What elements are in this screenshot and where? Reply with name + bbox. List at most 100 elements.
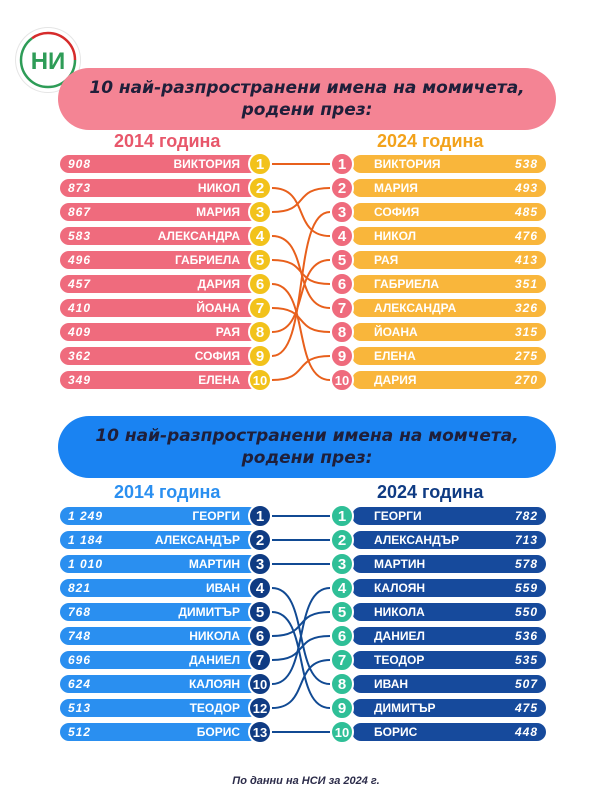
girls-right-name: ВИКТОРИЯ <box>374 157 441 171</box>
girls-left-name: МАРИЯ <box>196 205 240 219</box>
girls-left-rank-badge: 8 <box>248 320 272 344</box>
boys-right-count: 578 <box>514 557 538 571</box>
girls-left-name: НИКОЛ <box>197 181 240 195</box>
boys-right-name: ИВАН <box>374 677 409 691</box>
girls-right-count: 485 <box>514 205 538 219</box>
girls-right-count: 538 <box>514 157 538 171</box>
girls-left-rank-badge: 7 <box>248 296 272 320</box>
boys-title-line2: родени през: <box>241 448 373 468</box>
girls-left-count: 409 <box>68 325 92 339</box>
boys-right-name: ДАНИЕЛ <box>374 629 425 643</box>
boys-left-rank-badge: 3 <box>248 552 272 576</box>
girls-year-right: 2024 година <box>377 131 484 151</box>
girls-right-rank-badge: 6 <box>330 272 354 296</box>
girls-left-count: 867 <box>68 205 92 219</box>
boys-left-rank-badge: 5 <box>248 600 272 624</box>
girls-link-line <box>271 259 331 333</box>
boys-link-line <box>271 587 331 685</box>
boys-link-line <box>271 659 331 709</box>
girls-right-row: АЛЕКСАНДРА 326 <box>352 299 546 317</box>
boys-left-name: ДАНИЕЛ <box>189 653 240 667</box>
girls-title-line2: родени през: <box>241 100 373 120</box>
girls-left-row: 349 ЕЛЕНА <box>60 371 258 389</box>
girls-right-row: ЙОАНА 315 <box>352 323 546 341</box>
girls-right-rank-badge: 4 <box>330 224 354 248</box>
boys-right-count: 713 <box>514 533 538 547</box>
boys-left-count: 821 <box>68 581 92 595</box>
boys-left-name: КАЛОЯН <box>188 677 240 691</box>
boys-right-row: ГЕОРГИ 782 <box>352 507 546 525</box>
boys-right-rank-badge: 5 <box>330 600 354 624</box>
boys-right-row: ИВАН 507 <box>352 675 546 693</box>
boys-left-rank-badge: 7 <box>248 648 272 672</box>
boys-left-rank-badge: 4 <box>248 576 272 600</box>
girls-right-name: ГАБРИЕЛА <box>374 277 440 291</box>
boys-right-name: ГЕОРГИ <box>374 509 422 523</box>
girls-left-rank-badge: 6 <box>248 272 272 296</box>
girls-left-count: 496 <box>68 253 92 267</box>
boys-left-rank-badge: 13 <box>248 720 272 744</box>
boys-left-name: БОРИС <box>196 725 240 739</box>
girls-left-count: 583 <box>68 229 92 243</box>
boys-right-name: МАРТИН <box>374 557 426 571</box>
boys-left-count: 1 184 <box>68 533 104 547</box>
boys-left-count: 1 010 <box>68 557 104 571</box>
girls-left-rank-badge: 4 <box>248 224 272 248</box>
girls-right-count: 351 <box>514 277 538 291</box>
girls-left-count: 457 <box>68 277 92 291</box>
boys-right-count: 535 <box>514 653 538 667</box>
girls-left-name: ДАРИЯ <box>197 277 240 291</box>
girls-title-banner: 10 най-разпространени имена на момичета,… <box>58 68 556 130</box>
girls-left-row: 867 МАРИЯ <box>60 203 258 221</box>
girls-right-name: СОФИЯ <box>374 205 420 219</box>
girls-right-name: НИКОЛ <box>374 229 417 243</box>
girls-right-name: ДАРИЯ <box>374 373 417 387</box>
girls-right-row: МАРИЯ 493 <box>352 179 546 197</box>
boys-right-name: ДИМИТЪР <box>374 701 436 715</box>
girls-link-line <box>271 187 331 213</box>
boys-left-row: 696 ДАНИЕЛ <box>60 651 258 669</box>
footnote: По данни на НСИ за 2024 г. <box>232 775 380 787</box>
boys-right-row: ТЕОДОР 535 <box>352 651 546 669</box>
boys-right-count: 559 <box>514 581 538 595</box>
boys-right-name: АЛЕКСАНДЪР <box>374 533 460 547</box>
girls-link-line <box>271 259 331 285</box>
girls-right-count: 476 <box>514 229 538 243</box>
boys-right-name: БОРИС <box>374 725 418 739</box>
girls-title-line1: 10 най-разпространени имена на момичета, <box>89 78 525 98</box>
boys-right-rank-badge: 9 <box>330 696 354 720</box>
boys-left-row: 768 ДИМИТЪР <box>60 603 258 621</box>
boys-left-count: 696 <box>68 653 92 667</box>
boys-right-count: 475 <box>514 701 538 715</box>
girls-right-count: 413 <box>514 253 538 267</box>
girls-right-rank-badge: 7 <box>330 296 354 320</box>
boys-left-count: 512 <box>68 725 92 739</box>
boys-left-row: 1 249 ГЕОРГИ <box>60 507 258 525</box>
boys-right-rank-badge: 4 <box>330 576 354 600</box>
girls-left-name: АЛЕКСАНДРА <box>157 229 240 243</box>
boys-left-rank-badge: 2 <box>248 528 272 552</box>
girls-right-count: 326 <box>514 301 538 315</box>
girls-left-count: 873 <box>68 181 92 195</box>
boys-right-rank-badge: 1 <box>330 504 354 528</box>
boys-left-rank-badge: 10 <box>248 672 272 696</box>
boys-left-row: 821 ИВАН <box>60 579 258 597</box>
girls-right-row: ВИКТОРИЯ 538 <box>352 155 546 173</box>
boys-left-count: 513 <box>68 701 92 715</box>
boys-right-count: 782 <box>514 509 538 523</box>
boys-right-rank-badge: 2 <box>330 528 354 552</box>
girls-left-count: 349 <box>68 373 92 387</box>
boys-left-count: 624 <box>68 677 92 691</box>
boys-link-line <box>271 611 331 637</box>
boys-left-name: АЛЕКСАНДЪР <box>154 533 240 547</box>
boys-left-row: 512 БОРИС <box>60 723 258 741</box>
boys-right-rank-badge: 3 <box>330 552 354 576</box>
nsi-logo-mark: НИ <box>19 31 77 89</box>
boys-right-name: КАЛОЯН <box>374 581 426 595</box>
boys-title-line1: 10 най-разпространени имена на момчета, <box>95 426 519 446</box>
boys-left-name: ТЕОДОР <box>189 701 240 715</box>
boys-right-name: НИКОЛА <box>374 605 425 619</box>
boys-left-row: 1 010 МАРТИН <box>60 555 258 573</box>
